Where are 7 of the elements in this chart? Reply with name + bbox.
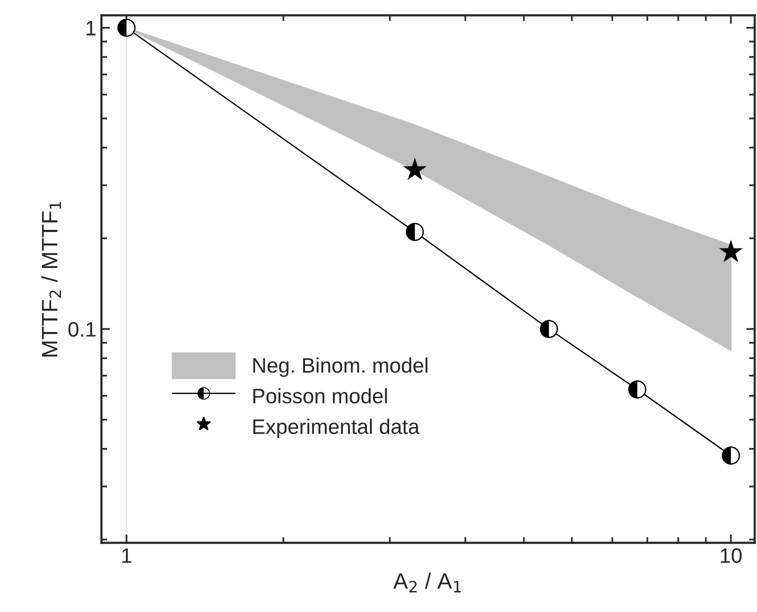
y-axis-title: MTTF$_{2}$ / MTTF$_{1}$ — [41, 202, 61, 356]
y-tick-label: 0.1 — [68, 322, 96, 337]
x-axis-title: A$_{2}$ / A$_{1}$ — [393, 572, 461, 592]
x-tick-label: 10 — [720, 548, 742, 564]
legend-label: Poisson model — [253, 388, 387, 404]
legend-label: Neg. Binom. model — [253, 358, 428, 377]
legend-label: Experimental data — [253, 418, 420, 438]
